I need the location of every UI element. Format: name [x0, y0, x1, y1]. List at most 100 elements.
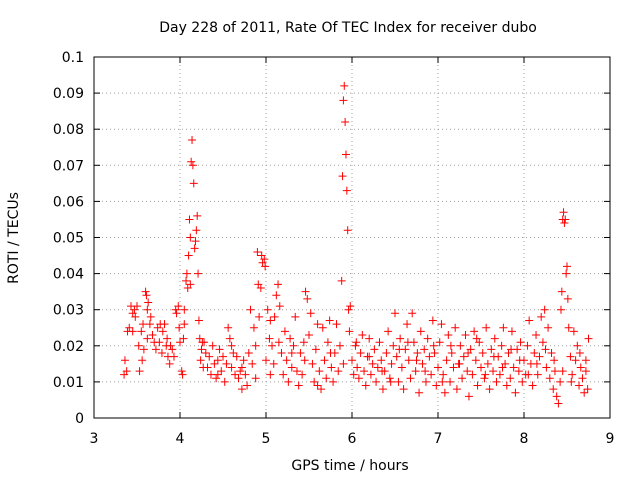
data-point	[325, 316, 334, 325]
data-point	[566, 352, 575, 361]
data-point	[435, 338, 444, 347]
data-point	[313, 320, 322, 329]
data-point	[463, 367, 472, 376]
x-tick-label: 7	[434, 431, 443, 447]
data-point	[266, 316, 275, 325]
data-point	[511, 388, 520, 397]
data-point	[220, 377, 229, 386]
data-point	[178, 370, 187, 379]
data-point	[385, 374, 394, 383]
data-point	[489, 352, 498, 361]
data-point	[163, 334, 172, 343]
data-point	[387, 359, 396, 368]
data-point	[568, 370, 577, 379]
data-point	[165, 359, 174, 368]
data-point	[483, 359, 492, 368]
data-point	[550, 367, 559, 376]
data-point	[372, 377, 381, 386]
data-point	[133, 302, 141, 311]
data-point	[169, 352, 178, 361]
data-point	[366, 370, 375, 379]
data-point	[395, 345, 404, 354]
data-point	[224, 323, 233, 332]
data-point	[373, 363, 382, 372]
data-point	[578, 374, 587, 383]
data-point	[313, 381, 322, 390]
data-point	[227, 341, 236, 350]
data-point	[365, 352, 374, 361]
data-point	[556, 377, 565, 386]
data-point	[176, 338, 184, 347]
y-tick-label: 0.03	[53, 303, 84, 319]
data-point	[360, 367, 369, 376]
data-point	[182, 276, 191, 285]
data-point	[282, 356, 291, 365]
data-point	[537, 312, 546, 321]
data-point	[125, 323, 134, 332]
data-point	[472, 334, 481, 343]
data-point	[346, 302, 355, 311]
data-point	[397, 363, 406, 372]
data-point	[179, 334, 188, 343]
data-point	[557, 287, 566, 296]
data-point	[342, 186, 351, 195]
data-point	[556, 305, 565, 314]
data-point	[528, 381, 537, 390]
data-point	[442, 356, 451, 365]
data-point	[549, 385, 558, 394]
data-point	[287, 349, 296, 358]
data-point	[532, 359, 541, 368]
data-point	[248, 359, 257, 368]
data-point	[210, 359, 219, 368]
data-point	[208, 341, 217, 350]
data-point	[392, 352, 401, 361]
data-point	[415, 388, 424, 397]
data-point	[329, 377, 338, 386]
data-point	[155, 338, 164, 347]
data-point	[160, 320, 169, 329]
data-point	[256, 284, 265, 293]
data-point	[541, 345, 550, 354]
data-point	[403, 320, 412, 329]
data-point	[296, 349, 305, 358]
data-point	[571, 356, 580, 365]
data-point	[172, 309, 181, 318]
data-point	[375, 338, 384, 347]
data-point	[251, 341, 260, 350]
data-point	[561, 215, 570, 224]
data-point	[182, 269, 191, 278]
data-point	[166, 341, 175, 350]
data-point	[413, 349, 422, 358]
data-point	[468, 370, 477, 379]
data-point	[427, 370, 436, 379]
data-point	[241, 370, 250, 379]
axis-ticks	[93, 56, 611, 419]
data-point	[446, 377, 455, 386]
data-point	[279, 370, 288, 379]
data-point	[481, 370, 490, 379]
data-point	[305, 330, 313, 339]
data-point	[567, 377, 576, 386]
data-point	[120, 356, 129, 365]
data-point	[219, 352, 227, 361]
data-point	[184, 251, 193, 260]
data-point	[270, 312, 279, 321]
data-point	[396, 334, 405, 343]
data-point	[236, 367, 245, 376]
data-point	[564, 323, 573, 332]
data-point	[348, 356, 356, 365]
data-point	[344, 305, 353, 314]
data-point	[188, 161, 197, 170]
data-point	[177, 367, 186, 376]
data-point	[294, 381, 303, 390]
data-point	[365, 334, 374, 343]
data-point	[437, 320, 446, 329]
data-point	[349, 370, 358, 379]
data-point	[289, 341, 298, 350]
data-point	[471, 356, 480, 365]
data-point	[327, 363, 336, 372]
data-point	[180, 320, 189, 329]
y-tick-label: 0.01	[53, 375, 84, 391]
x-tick-label: 8	[520, 431, 529, 447]
data-point	[518, 377, 527, 386]
